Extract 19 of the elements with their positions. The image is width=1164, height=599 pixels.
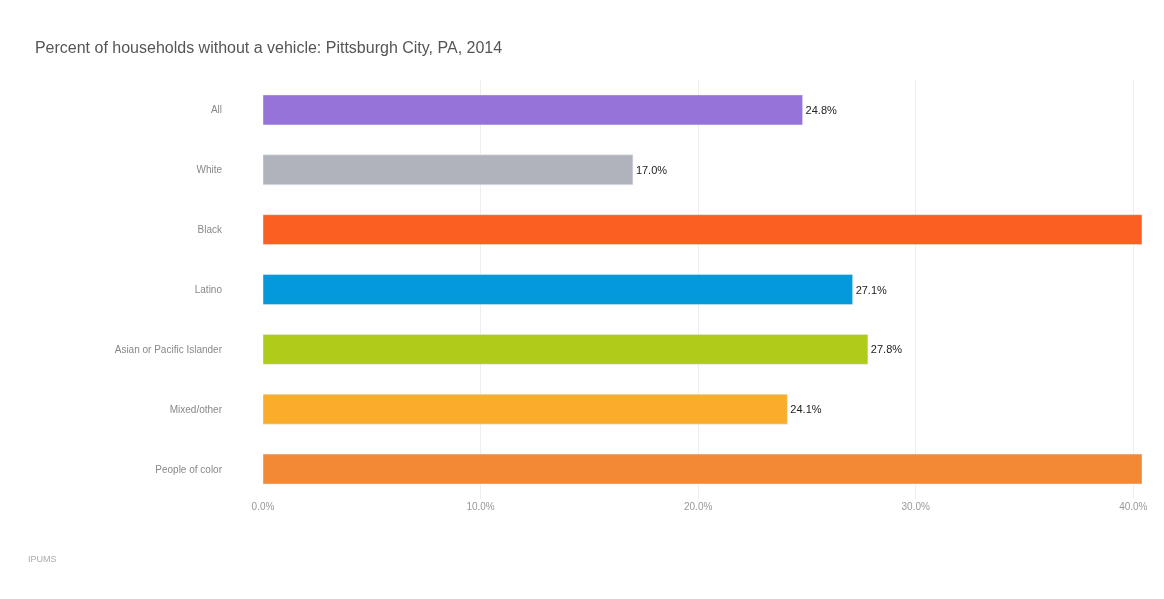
data-label: 24.8% [805, 103, 837, 116]
y-tick-label: White [196, 164, 223, 176]
x-tick-label: 40.0% [1119, 501, 1148, 512]
y-tick-label: Asian or Pacific Islander [114, 343, 223, 355]
data-label: 17.0% [635, 163, 668, 176]
data-label: 27.1% [855, 283, 888, 296]
y-tick-label: Mixed/other [169, 403, 223, 415]
y-tick-label: Black [197, 224, 223, 236]
x-tick-label: 20.0% [683, 501, 713, 512]
x-tick-label: 30.0% [901, 501, 930, 512]
x-tick-label: 0.0% [251, 501, 275, 512]
text: IPUMS [28, 554, 57, 564]
x-tick-label: 10.0% [466, 501, 495, 512]
data-label: 27.8% [870, 343, 903, 356]
y-tick-label: All [210, 104, 222, 116]
y-tick-label: Latino [194, 284, 223, 295]
y-tick-label: People of color [155, 463, 223, 475]
data-label: 24.1% [790, 403, 822, 416]
chart-title: Percent of households without a vehicle: Pittsburgh City, PA, 2014 [34, 39, 503, 57]
